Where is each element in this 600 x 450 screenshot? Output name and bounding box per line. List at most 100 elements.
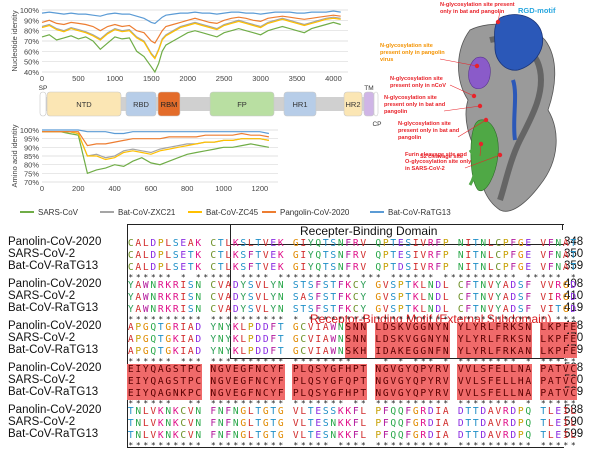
legend-label: Bat-CoV-ZC45 <box>206 208 259 217</box>
structure-label: N-glycosylation site present <box>440 2 515 8</box>
domain-ntd <box>46 91 122 117</box>
series-line-pangolin-cov-2020 <box>42 131 270 147</box>
structure-label: only in bat and pangolin <box>440 9 505 15</box>
domain-label: HR1 <box>292 100 307 109</box>
legend-label: Pangolin-CoV-2020 <box>280 208 350 217</box>
x-tick-label: 1000 <box>215 184 232 193</box>
consensus-row: * * * * * * * * * * * * * * * * * * * * * * * * * * * * * * * * * *… <box>128 274 576 282</box>
x-tick-label: 3500 <box>289 74 306 83</box>
y-tick-label: 70% <box>24 178 39 187</box>
domain-hr1 <box>283 91 317 117</box>
consensus-row: * * * * * * * * * * * * * * * * * * * * * * * * * * * * * * * * *… <box>128 358 576 366</box>
sequence-name: SARS-CoV-2 <box>8 416 76 428</box>
sequence-end-position: 408 <box>564 278 584 290</box>
x-tick-label: 600 <box>145 184 158 193</box>
annotation-leader <box>464 154 501 169</box>
y-tick-label: 100% <box>20 6 40 15</box>
y-axis-label: Nucleotide identity <box>10 10 19 72</box>
structure-label: N-glycosylation site <box>398 121 451 127</box>
structure-label: N-glycosylation site <box>390 76 443 82</box>
sequence-end-position: 359 <box>564 260 584 272</box>
structure-label: Furin cleavage site and <box>405 152 467 158</box>
amino-acid-identity-chart: 100%95%90%85%80%75%70%0 200 400 600 800 1000 1… <box>10 124 278 193</box>
structure-label: present only in nCoV <box>390 83 446 89</box>
rbd-title: Recepter-Binding Domain <box>300 224 438 238</box>
series-line-bat-cov-ratg13 <box>41 10 341 25</box>
sequence-name: Panolin-CoV-2020 <box>8 320 102 332</box>
sequence-name: Panolin-CoV-2020 <box>8 236 102 248</box>
sequence-name: Bat-CoV-RaTG13 <box>8 260 99 272</box>
sequence-name: Bat-CoV-RaTG13 <box>8 302 99 314</box>
sequence-name: Panolin-CoV-2020 <box>8 362 102 374</box>
x-tick-label: 1000 <box>107 74 124 83</box>
domain-label: RBD <box>133 100 149 109</box>
green-region <box>470 119 499 192</box>
x-tick-label: 200 <box>72 184 85 193</box>
annotation-leader <box>443 105 481 112</box>
site-marker <box>497 152 503 158</box>
domain-label: TM <box>364 85 373 92</box>
structure-label: O-glycosylation site only <box>405 159 472 165</box>
domain-hr2 <box>343 91 363 117</box>
series-line-pangolin-cov-2020 <box>41 14 341 44</box>
x-tick-label: 1200 <box>252 184 269 193</box>
sequence-name: SARS-CoV-2 <box>8 290 76 302</box>
annotation-leader <box>449 84 475 97</box>
y-tick-label: 50% <box>24 58 39 67</box>
legend-label: Bat-CoV-RaTG13 <box>388 208 451 217</box>
domain-label: NTD <box>76 100 92 109</box>
structure-label: N-glycosylation site <box>384 95 437 101</box>
x-tick-label: 3000 <box>252 74 269 83</box>
series-line-bat-cov-zxc21 <box>41 16 341 59</box>
y-tick-label: 100% <box>20 126 40 135</box>
purple-region <box>468 56 491 89</box>
sequence-name: Bat-CoV-RaTG13 <box>8 428 99 440</box>
x-tick-label: 0 <box>40 184 44 193</box>
rgd-motif-label: RGD-motif <box>518 6 556 15</box>
annotation-leader <box>439 58 478 67</box>
rbd-box-tick <box>562 224 563 230</box>
domain-sp <box>39 91 47 117</box>
domain-tm <box>363 91 375 117</box>
x-tick-label: 800 <box>181 184 194 193</box>
y-tick-label: 90% <box>24 143 39 152</box>
legend-label: Bat-CoV-ZXC21 <box>118 208 176 217</box>
y-tick-label: 75% <box>24 169 39 178</box>
structure-label: pangolin <box>384 109 408 115</box>
structure-label: in SARS-CoV-2 <box>405 166 445 172</box>
site-marker <box>474 63 480 69</box>
series-line-sars-cov <box>42 131 270 175</box>
sequence-end-position: 348 <box>564 236 584 248</box>
domain-label: HR2 <box>345 100 360 109</box>
legend-label: SARS-CoV <box>38 208 79 217</box>
sequence-name: SARS-CoV-2 <box>8 332 76 344</box>
y-tick-label: 70% <box>24 37 39 46</box>
consensus-row: * * * * * * * * * * * * * * * * * * * * * * * * * * * * * * * * * * * *… <box>128 442 576 450</box>
y-tick-label: 85% <box>24 152 39 161</box>
sequence-name: Bat-CoV-RaTG13 <box>8 344 99 356</box>
x-tick-label: 4000 <box>325 74 342 83</box>
x-tick-label: 0 <box>40 74 44 83</box>
identity-plots-figure: 100%90%80%70%60%50%40%0 500 1000 1500 2000 25… <box>10 2 557 217</box>
sequence-end-position: 350 <box>564 248 584 260</box>
sequence-end-position: 590 <box>564 416 584 428</box>
rbd-box <box>127 224 564 448</box>
y-tick-label: 80% <box>24 27 39 36</box>
domain-label: CP <box>372 121 381 128</box>
y-tick-label: 80% <box>24 161 39 170</box>
series-line-bat-cov-zc45 <box>42 131 270 161</box>
series-line-bat-cov-zxc21 <box>42 131 270 159</box>
domain-cp <box>373 91 379 117</box>
series-line-bat-cov-zc45 <box>41 17 341 60</box>
chart-legend: SARS-CoV Bat-CoV-ZXC21 Bat-CoV-ZC45 Pangoli… <box>20 208 451 217</box>
